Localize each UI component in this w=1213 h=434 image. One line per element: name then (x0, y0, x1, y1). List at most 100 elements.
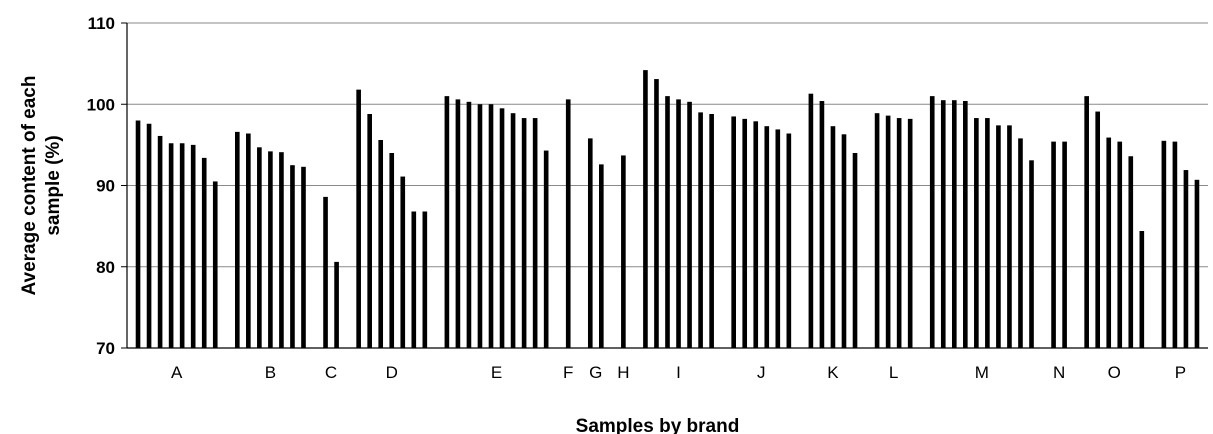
bar-e-1 (444, 96, 450, 349)
bar-d-1 (356, 89, 361, 349)
bar-k-2 (819, 101, 825, 348)
bar-i-7 (709, 114, 714, 348)
bar-e-3 (466, 101, 472, 348)
x-axis-title: Samples by brand (576, 416, 740, 434)
bar-e-7 (510, 113, 516, 348)
bar-l-3 (896, 118, 902, 348)
bar-i-4 (676, 99, 681, 348)
category-label-a: A (171, 363, 183, 382)
bar-p-3 (1183, 170, 1189, 348)
category-label-j: J (757, 363, 766, 382)
bar-i-2 (654, 79, 659, 348)
bar-a-3 (157, 135, 163, 348)
bar-b-6 (290, 165, 295, 348)
bar-m-2 (940, 100, 946, 348)
bar-j-3 (753, 121, 759, 348)
bar-a-1 (135, 120, 141, 348)
bar-a-8 (212, 181, 218, 348)
category-label-d: D (386, 363, 398, 382)
y-tick-label: 70 (96, 339, 115, 358)
bar-c-1 (323, 196, 328, 348)
bar-e-4 (477, 104, 483, 348)
bar-d-3 (378, 140, 384, 348)
bar-l-2 (885, 115, 891, 348)
bar-k-4 (841, 134, 847, 348)
bar-l-4 (907, 118, 913, 349)
bar-n-2 (1062, 141, 1067, 348)
bar-m-3 (951, 100, 957, 348)
bar-m-4 (963, 101, 968, 348)
bar-g-1 (587, 138, 593, 348)
bar-e-6 (499, 108, 505, 348)
bar-a-7 (201, 157, 207, 348)
category-label-p: P (1175, 363, 1186, 382)
bar-k-5 (852, 153, 858, 348)
bar-d-6 (411, 211, 417, 348)
bar-o-4 (1117, 141, 1123, 348)
bar-m-9 (1018, 138, 1023, 348)
bar-l-1 (874, 113, 880, 348)
bar-m-5 (974, 118, 979, 348)
bar-i-1 (643, 70, 648, 349)
bar-g-2 (599, 164, 604, 348)
bar-j-5 (775, 129, 781, 348)
category-label-m: M (975, 363, 989, 382)
y-tick-label: 90 (96, 177, 115, 196)
bar-p-1 (1161, 140, 1167, 348)
bar-o-2 (1095, 111, 1101, 348)
bar-k-3 (830, 126, 836, 348)
bar-m-6 (985, 118, 990, 348)
bar-a-6 (190, 144, 196, 349)
category-label-h: H (617, 363, 629, 382)
bar-e-2 (455, 99, 461, 348)
bar-n-1 (1051, 141, 1056, 348)
bar-j-1 (731, 116, 736, 348)
bar-m-8 (1007, 125, 1012, 349)
bar-a-5 (179, 143, 185, 348)
bar-b-5 (279, 152, 284, 348)
bar-e-5 (488, 104, 494, 348)
bar-e-10 (543, 150, 549, 348)
bar-o-1 (1084, 96, 1089, 349)
bar-j-6 (786, 133, 792, 348)
category-label-o: O (1108, 363, 1121, 382)
bar-o-6 (1139, 231, 1145, 348)
bars (135, 70, 1200, 349)
bar-b-7 (301, 166, 306, 348)
y-tick-label: 110 (88, 14, 115, 33)
category-label-i: I (676, 363, 681, 382)
bar-b-2 (246, 133, 251, 348)
bar-a-4 (168, 143, 174, 348)
y-tick-label: 80 (96, 258, 115, 277)
bar-i-5 (687, 101, 692, 348)
bar-d-7 (422, 211, 428, 348)
bar-p-2 (1172, 141, 1178, 348)
bar-d-2 (367, 114, 372, 348)
bar-b-1 (234, 131, 240, 348)
bar-a-2 (146, 123, 152, 348)
bar-j-4 (764, 126, 770, 348)
bar-e-8 (521, 118, 527, 348)
bar-m-1 (929, 96, 935, 349)
category-label-f: F (563, 363, 573, 382)
category-label-g: G (589, 363, 602, 382)
category-label-k: K (827, 363, 839, 382)
bar-f-1 (565, 99, 571, 348)
category-label-e: E (491, 363, 502, 382)
bar-m-10 (1029, 160, 1034, 348)
bar-o-3 (1106, 137, 1112, 348)
y-axis-tick-labels: 70 80 90 100 110 (87, 14, 127, 358)
category-label-n: N (1053, 363, 1065, 382)
bar-p-4 (1194, 179, 1200, 348)
category-label-l: L (889, 363, 898, 382)
bar-j-2 (742, 118, 748, 349)
bar-k-1 (808, 93, 814, 348)
category-label-b: B (265, 363, 276, 382)
y-tick-label: 100 (87, 95, 115, 114)
bar-m-7 (996, 125, 1001, 349)
y-axis-title-line-2: sample (%) (43, 135, 64, 235)
bar-i-6 (698, 112, 703, 349)
category-label-c: C (325, 363, 337, 382)
